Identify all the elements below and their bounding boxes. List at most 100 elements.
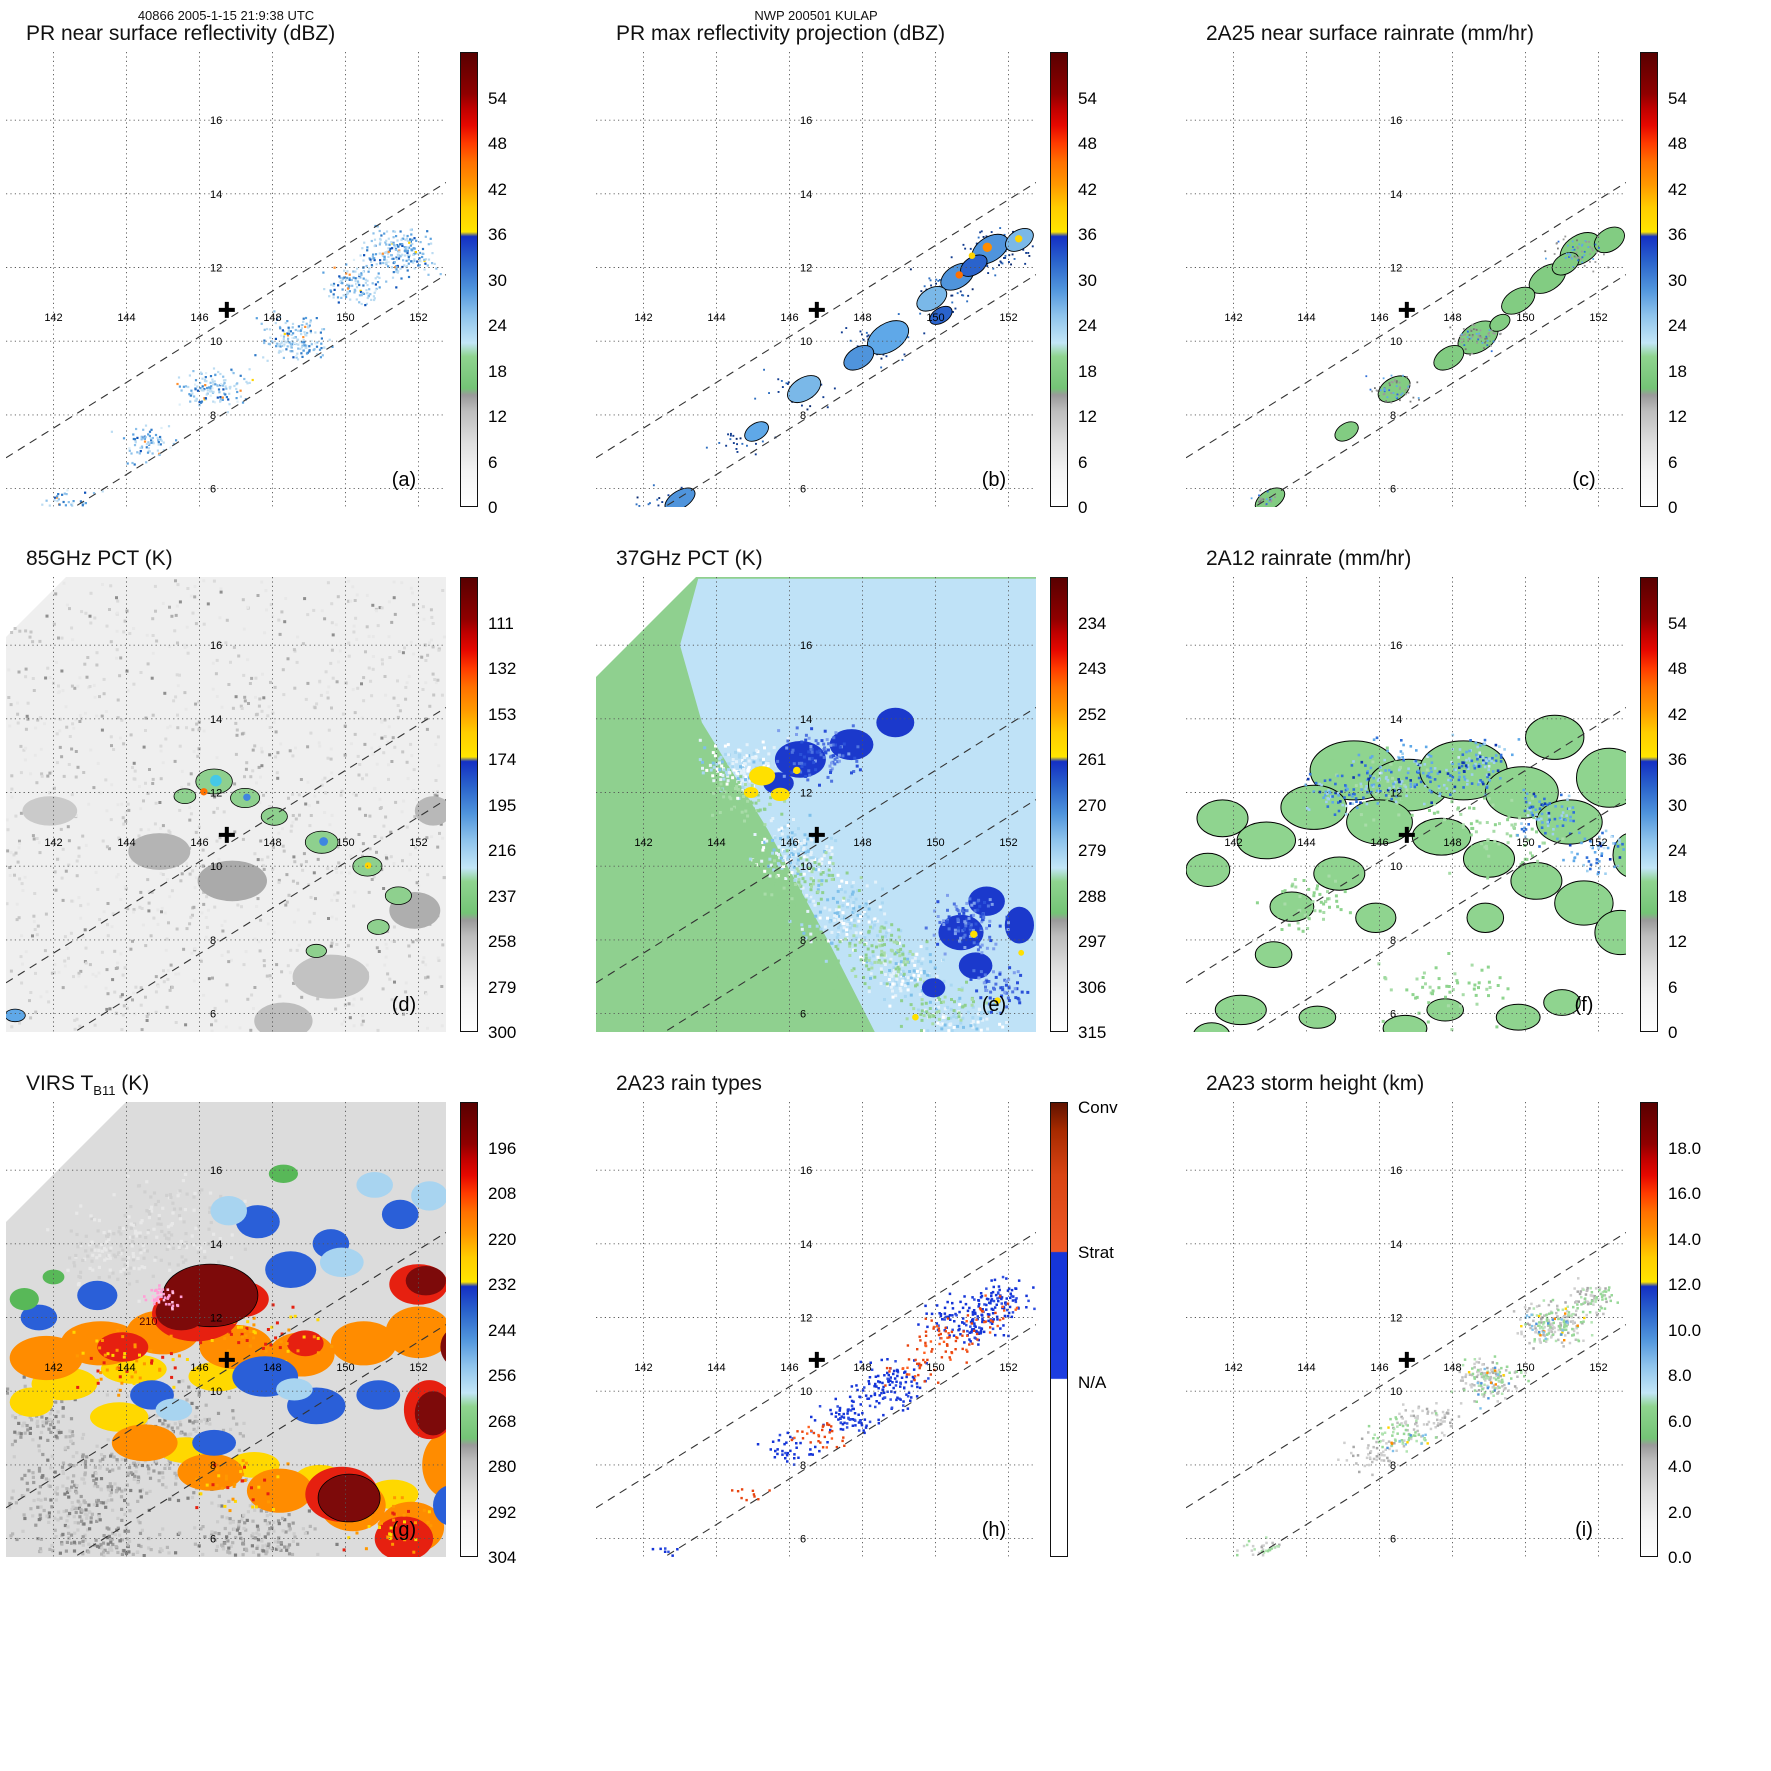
colorbar-tick: 6 — [1668, 978, 1678, 997]
svg-text:150: 150 — [1516, 837, 1534, 849]
colorbar-tick: 54 — [488, 89, 507, 108]
panel-c: 2A25 near surface rainrate (mm/hr) 142 144… — [1180, 0, 1770, 525]
svg-text:10: 10 — [800, 861, 812, 873]
svg-text:150: 150 — [336, 312, 354, 324]
svg-text:142: 142 — [44, 312, 62, 324]
colorbar-tick: 304 — [488, 1548, 517, 1567]
panel-letter: (b) — [982, 469, 1006, 491]
colorbar-tick: 237 — [488, 887, 517, 906]
svg-text:150: 150 — [926, 837, 944, 849]
panel-letter: (h) — [982, 1519, 1006, 1541]
colorbar-tick: 195 — [488, 796, 517, 815]
colorbar-tick: 6.0 — [1668, 1412, 1692, 1431]
colorbar-tick: 261 — [1078, 750, 1107, 769]
panel-title-f: 2A12 rainrate (mm/hr) — [1206, 547, 1412, 570]
colorbar-tick: 18 — [1668, 887, 1687, 906]
svg-text:152: 152 — [409, 312, 427, 324]
svg-text:142: 142 — [634, 837, 652, 849]
svg-text:12: 12 — [800, 788, 812, 800]
svg-text:6: 6 — [800, 484, 806, 496]
svg-text:14: 14 — [1390, 714, 1402, 726]
colorbar-tick: 216 — [488, 841, 517, 860]
colorbar-tick: 12.0 — [1668, 1275, 1702, 1294]
colorbar-tick: Strat — [1078, 1243, 1114, 1262]
svg-text:6: 6 — [210, 1009, 216, 1021]
panel-letter: (a) — [392, 469, 416, 491]
colorbar-tick: 0 — [1668, 498, 1678, 517]
colorbar-h — [1050, 1102, 1068, 1557]
colorbar-tick: 48 — [1078, 134, 1097, 153]
map-f: 142 144 146 148 150 152 16 14 12 10 8 6 (f) — [1186, 577, 1626, 1032]
svg-text:14: 14 — [210, 714, 222, 726]
colorbar-tick: 54 — [1078, 89, 1097, 108]
colorbar-tick: 18 — [1668, 362, 1687, 381]
svg-text:144: 144 — [707, 837, 725, 849]
panel-g: VIRS TB11 (K) 210 142 144 146 148 150 152 16 14 12… — [0, 1050, 590, 1575]
svg-text:8: 8 — [210, 935, 216, 947]
colorbar-tick: 36 — [488, 225, 507, 244]
map-e: 142 144 146 148 150 152 16 14 12 10 8 6 (e) — [596, 577, 1036, 1032]
svg-text:14: 14 — [210, 189, 222, 201]
panel-letter: (g) — [392, 1519, 416, 1541]
svg-text:152: 152 — [1589, 312, 1607, 324]
colorbar-tick: 196 — [488, 1139, 517, 1158]
colorbar-tick: 18.0 — [1668, 1139, 1702, 1158]
colorbar-tick: 14.0 — [1668, 1230, 1702, 1249]
colorbar-tick: 232 — [488, 1275, 517, 1294]
colorbar-tick: 24 — [1078, 316, 1097, 335]
svg-text:152: 152 — [409, 837, 427, 849]
svg-text:148: 148 — [853, 312, 871, 324]
colorbar-tick: 288 — [1078, 887, 1107, 906]
panel-title-e: 37GHz PCT (K) — [616, 547, 763, 570]
svg-text:148: 148 — [1443, 837, 1461, 849]
svg-text:10: 10 — [210, 861, 222, 873]
panel-title-a: PR near surface reflectivity (dBZ) — [26, 22, 336, 45]
panel-title-i: 2A23 storm height (km) — [1206, 1072, 1425, 1095]
panel-title-c: 2A25 near surface rainrate (mm/hr) — [1206, 22, 1534, 45]
colorbar-i — [1640, 1102, 1658, 1557]
svg-text:150: 150 — [1516, 312, 1534, 324]
colorbar-tick: 24 — [1668, 316, 1687, 335]
svg-text:8: 8 — [210, 410, 216, 422]
svg-text:6: 6 — [1390, 484, 1396, 496]
colorbar-f — [1640, 577, 1658, 1032]
colorbar-tick: 0 — [1668, 1023, 1678, 1042]
colorbar-tick: 42 — [1668, 180, 1687, 199]
panel-b: PR max reflectivity projection (dBZ) 142 1… — [590, 0, 1180, 525]
colorbar-tick: 243 — [1078, 659, 1107, 678]
colorbar-tick: 24 — [1668, 841, 1687, 860]
svg-text:148: 148 — [263, 312, 281, 324]
colorbar-tick: 111 — [488, 614, 514, 633]
map-a: 142 144 146 148 150 152 16 14 12 10 8 6 (a) — [6, 52, 446, 507]
colorbar-tick: 208 — [488, 1184, 517, 1203]
svg-text:16: 16 — [1390, 640, 1402, 652]
colorbar-tick: 268 — [488, 1412, 517, 1431]
panel-body-h: 142 144 146 148 150 152 16 14 12 10 8 6 (h) Conv Strat… — [596, 1098, 1162, 1564]
panel-h: 2A23 rain types 142 144 146 148 150 152 16 14 12 1… — [590, 1050, 1180, 1575]
colorbar-tick: 36 — [1078, 225, 1097, 244]
panel-letter: (f) — [1575, 994, 1594, 1016]
svg-text:12: 12 — [210, 263, 222, 275]
colorbar-tick: 0 — [1078, 498, 1088, 517]
svg-text:150: 150 — [336, 837, 354, 849]
colorbar-wrap-g: 196 208 220 232 244 256 268 280 292 304 — [460, 1102, 572, 1567]
svg-text:12: 12 — [1390, 263, 1402, 275]
colorbar-tick: 18 — [488, 362, 507, 381]
panel-body-e: 142 144 146 148 150 152 16 14 12 10 8 6 (e) 234 243 252… — [596, 577, 1162, 1042]
svg-text:146: 146 — [190, 837, 208, 849]
colorbar-tick: 42 — [1668, 705, 1687, 724]
panel-letter: (i) — [1575, 1519, 1593, 1541]
svg-text:150: 150 — [926, 312, 944, 324]
panel-body-g: 210 142 144 146 148 150 152 16 14 12 10 8 6 (g) 196 208… — [6, 1102, 572, 1567]
colorbar-wrap-h: Conv Strat N/A — [1050, 1098, 1162, 1564]
panel-body-c: 142 144 146 148 150 152 16 14 12 10 8 6 (c) 54 48 42 36 3… — [1186, 52, 1752, 517]
svg-text:12: 12 — [210, 788, 222, 800]
svg-text:142: 142 — [634, 312, 652, 324]
panel-f: 2A12 rainrate (mm/hr) 142 144 146 148 150 152 1… — [1180, 525, 1770, 1050]
colorbar-tick: 30 — [488, 271, 507, 290]
svg-text:146: 146 — [1370, 312, 1388, 324]
colorbar-tick: 0.0 — [1668, 1548, 1692, 1567]
colorbar-tick: 292 — [488, 1503, 517, 1522]
colorbar-tick: N/A — [1078, 1373, 1107, 1392]
